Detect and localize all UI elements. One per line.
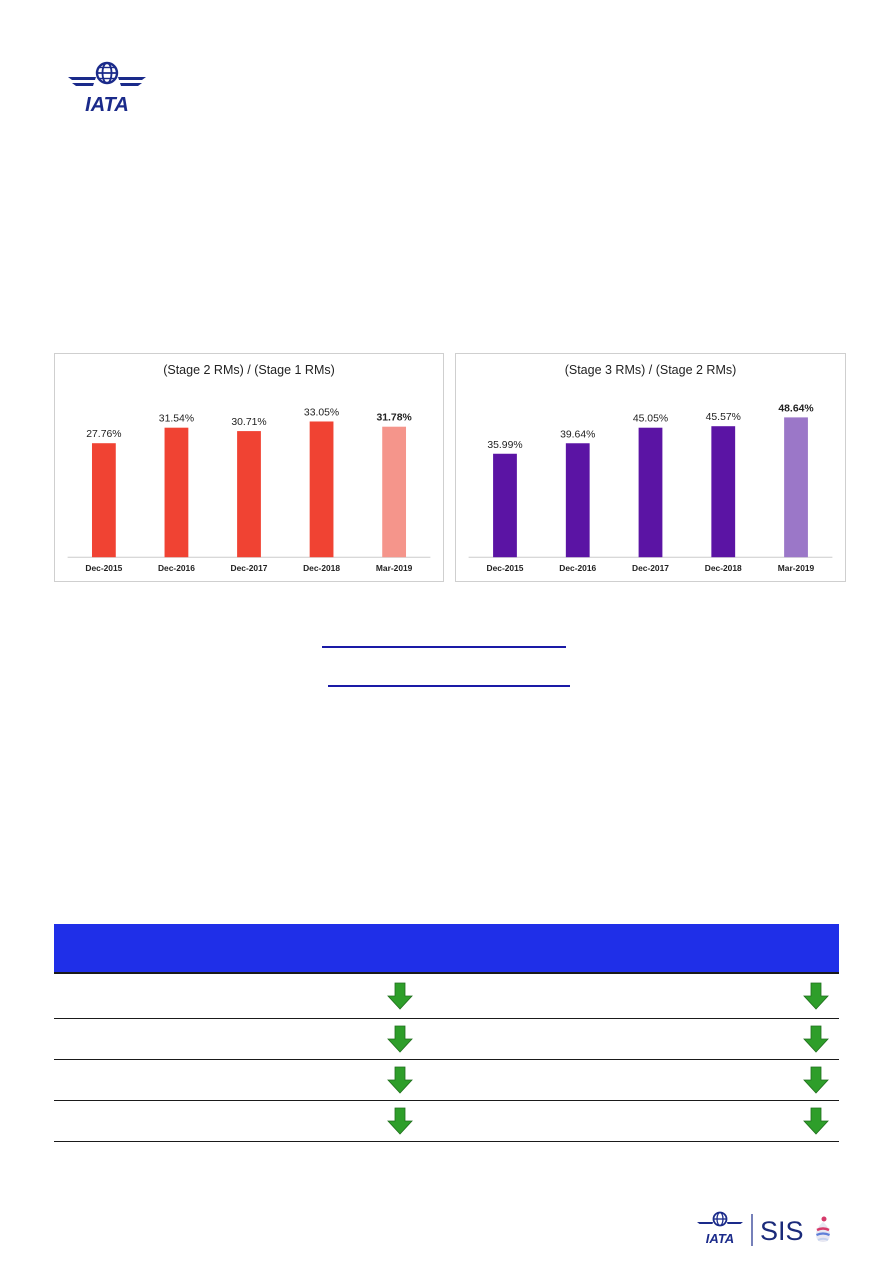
bar-chart-svg: 27.76% Dec-2015 31.54% Dec-2016 30.71% Dec-20… bbox=[67, 408, 431, 573]
green-down-arrow-icon bbox=[387, 1066, 413, 1094]
bar-dec-2017 bbox=[237, 431, 261, 558]
green-down-arrow-icon bbox=[387, 982, 413, 1010]
table-row bbox=[54, 974, 839, 1019]
x-tick-label: Mar-2019 bbox=[376, 563, 413, 573]
iata-logo: IATA bbox=[66, 60, 148, 116]
green-down-arrow-icon bbox=[387, 1025, 413, 1053]
x-tick-label: Dec-2018 bbox=[303, 563, 340, 573]
data-label: 35.99% bbox=[487, 440, 522, 451]
bar-dec-2017 bbox=[638, 427, 663, 558]
x-tick-label: Dec-2016 bbox=[158, 563, 195, 573]
iata-sis-logo: IATA SIS bbox=[696, 1210, 842, 1250]
data-label: 27.76% bbox=[86, 429, 121, 440]
data-label: 31.54% bbox=[159, 414, 194, 425]
x-tick-label: Dec-2015 bbox=[487, 563, 524, 573]
hyperlink-underline[interactable] bbox=[328, 685, 570, 687]
bar-mar-2019 bbox=[784, 417, 808, 558]
data-label: 30.71% bbox=[231, 417, 266, 428]
data-label: 33.05% bbox=[304, 408, 339, 419]
data-label: 48.64% bbox=[778, 403, 813, 414]
x-tick-label: Dec-2017 bbox=[632, 563, 669, 573]
bar-dec-2018 bbox=[711, 426, 736, 558]
green-down-arrow-icon bbox=[387, 1107, 413, 1135]
bar-dec-2015 bbox=[91, 443, 116, 558]
bar-dec-2018 bbox=[309, 421, 334, 558]
green-down-arrow-icon bbox=[803, 1066, 829, 1094]
data-label: 45.05% bbox=[633, 414, 668, 425]
bar-chart-svg: 35.99% Dec-2015 39.64% Dec-2016 45.05% Dec-20… bbox=[468, 403, 833, 573]
green-down-arrow-icon bbox=[803, 1025, 829, 1053]
bar-mar-2019 bbox=[382, 426, 407, 558]
iata-logo-text: IATA bbox=[85, 94, 129, 116]
x-tick-label: Mar-2019 bbox=[778, 563, 815, 573]
x-tick-label: Dec-2016 bbox=[559, 563, 596, 573]
iata-logo-text: IATA bbox=[706, 1231, 734, 1246]
x-tick-label: Dec-2015 bbox=[85, 563, 122, 573]
bar-dec-2016 bbox=[565, 443, 590, 558]
hyperlink-underline[interactable] bbox=[322, 646, 566, 648]
table-row bbox=[54, 1019, 839, 1060]
table-header bbox=[54, 924, 839, 974]
bar-dec-2015 bbox=[493, 453, 517, 558]
chart-title: (Stage 3 RMs) / (Stage 2 RMs) bbox=[564, 363, 737, 377]
chart-stage3-stage2: (Stage 3 RMs) / (Stage 2 RMs) 35.99% Dec-… bbox=[455, 353, 846, 582]
data-label: 31.78% bbox=[376, 413, 411, 424]
kpi-table bbox=[54, 924, 839, 1142]
x-tick-label: Dec-2018 bbox=[705, 563, 742, 573]
bar-dec-2016 bbox=[164, 427, 189, 558]
data-label: 39.64% bbox=[560, 429, 595, 440]
sis-logo-text: SIS bbox=[760, 1216, 804, 1246]
green-down-arrow-icon bbox=[803, 1107, 829, 1135]
chart-stage2-stage1: (Stage 2 RMs) / (Stage 1 RMs) 27.76% Dec-… bbox=[54, 353, 444, 582]
chart-title: (Stage 2 RMs) / (Stage 1 RMs) bbox=[163, 363, 335, 377]
table-row bbox=[54, 1101, 839, 1142]
green-down-arrow-icon bbox=[803, 982, 829, 1010]
data-label: 45.57% bbox=[706, 412, 741, 423]
table-row bbox=[54, 1060, 839, 1101]
x-tick-label: Dec-2017 bbox=[231, 563, 268, 573]
